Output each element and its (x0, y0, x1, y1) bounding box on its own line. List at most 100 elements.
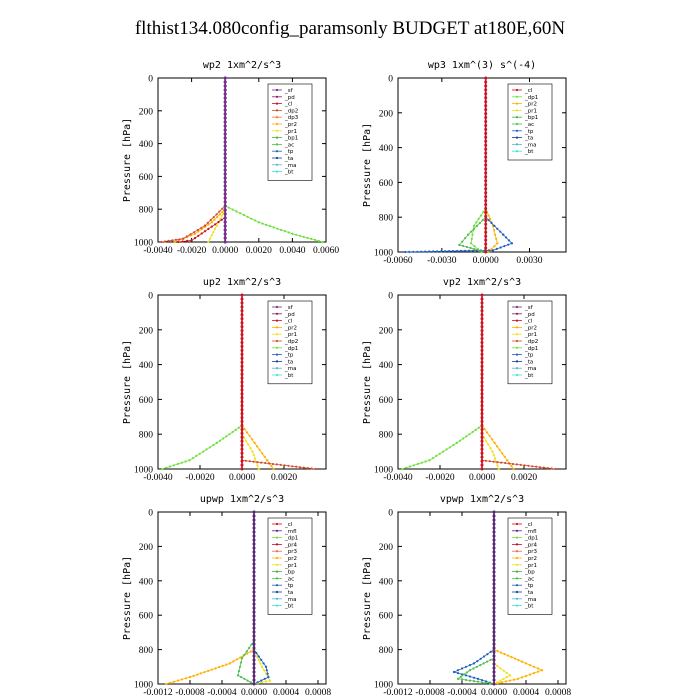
legend-label: _pr2 (524, 556, 537, 562)
series-point-_pr1 (497, 467, 500, 471)
series-point-_mfl (492, 514, 496, 518)
series-point-_pr1 (209, 237, 212, 240)
series-point-_cl (480, 301, 484, 305)
series-point-_dp2 (248, 460, 251, 463)
series-point-_dp1 (470, 237, 473, 240)
legend-label: _cl (524, 88, 533, 94)
legend: _cl_mfl_dp1_pr4_pr3_pr2_pr1_bp_ac_tp_ta_… (267, 517, 313, 615)
series-point-_cl (484, 211, 488, 214)
legend-marker (275, 563, 279, 566)
series-point-_mfl (252, 618, 256, 622)
series-point-_mfl (492, 590, 496, 594)
series-point-_dp2 (252, 460, 255, 463)
series-point-_sf (223, 88, 227, 92)
legend-marker (275, 129, 279, 132)
series-point-_pr2 (225, 663, 228, 666)
legend-marker (275, 522, 279, 526)
series-point-_tp (408, 250, 411, 253)
series-point-_ac (479, 664, 482, 667)
series-point-_pr2 (192, 674, 195, 678)
legend-marker (515, 529, 519, 532)
series-point-_ac (480, 249, 483, 253)
series-point-_sf (223, 228, 227, 232)
series-point-_tp (460, 667, 464, 670)
series-point-_dp1 (435, 454, 438, 457)
series-point-_mfl (252, 610, 256, 614)
series-point-_dp2 (174, 238, 177, 241)
legend-marker (515, 102, 519, 105)
legend-label: _tp (524, 129, 534, 135)
series-point-_tp (499, 246, 502, 249)
series-point-_dp2 (260, 461, 263, 464)
series-point-_dp1 (191, 457, 194, 460)
series-point-_mfl (492, 606, 496, 610)
series-point-_dp2 (203, 224, 207, 227)
legend-marker (515, 367, 519, 370)
series-point-_ac (243, 653, 246, 656)
series-point-_tp (404, 250, 407, 254)
legend-marker (515, 373, 519, 377)
series-point-_pr2 (168, 681, 172, 685)
legend-marker (275, 570, 279, 573)
series-point-_mfl (252, 662, 256, 666)
series-point-_mfl (252, 534, 256, 538)
series-point-_cl (484, 143, 488, 147)
series-point-_dp1 (283, 230, 286, 233)
x-tick-label: -0.0040 (383, 473, 413, 483)
series-point-_dp2 (218, 210, 221, 213)
series-point-_tp (489, 650, 492, 654)
series-point-_pr1 (214, 227, 217, 230)
series-point-_cl (484, 147, 488, 151)
series-point-_pr2 (258, 448, 261, 451)
series-point-_pr2 (213, 218, 216, 221)
series-point-_mfl (252, 598, 256, 602)
series-point-_dp2 (215, 213, 218, 216)
legend-marker (275, 597, 279, 600)
legend-marker (275, 556, 279, 560)
series-point-_mfl (492, 650, 496, 654)
series-point-_pr1 (259, 662, 262, 665)
series-point-_pr1 (252, 454, 255, 457)
series-point-_cl (480, 408, 484, 412)
series-point-_ac (236, 674, 240, 677)
legend-marker (275, 116, 279, 119)
series-point-_pr2 (503, 455, 506, 458)
series-point-_tp (507, 243, 510, 246)
series-point-_mfl (252, 578, 256, 582)
series-point-_cl (484, 226, 488, 230)
series-point-_sf (223, 140, 227, 144)
series-point-_sf (223, 176, 227, 180)
series-point-_cl (480, 325, 484, 329)
series-point-_dp2 (542, 466, 546, 469)
series-point-_ac (248, 646, 251, 650)
series-point-_ac (456, 677, 460, 680)
legend-marker (275, 360, 279, 363)
series-point-_cl (484, 246, 488, 250)
legend-marker (515, 353, 519, 356)
series-point-_mfl (492, 538, 496, 542)
series-point-_mfl (252, 526, 256, 530)
series-point-_dp1 (165, 466, 168, 469)
series-point-_ac (246, 679, 249, 682)
legend-label: _ta (524, 359, 533, 365)
x-tick-label: 0.0004 (273, 688, 299, 698)
series-point-_dp1 (472, 224, 476, 227)
series-point-_ac (469, 246, 472, 250)
legend: _cl_mfl_dp1_pr4_pr3_pr2_pr1_bp_ac_tp_ta_… (507, 517, 553, 615)
series-point-_dp1 (195, 454, 198, 457)
series-point-_cl (240, 447, 244, 451)
series-point-_dp2 (206, 221, 209, 224)
legend-marker (275, 604, 279, 607)
y-tick-label: 600 (379, 179, 394, 189)
series-point-_cl (480, 297, 484, 301)
series-point-_pr2 (528, 664, 532, 667)
series-point-_cl (480, 329, 484, 333)
series-point-_mfl (492, 558, 496, 562)
y-tick-label: 600 (139, 612, 154, 622)
series-point-_pr2 (536, 667, 540, 670)
series-point-_cl (210, 225, 213, 228)
series-point-_mfl (492, 638, 496, 642)
series-point-_sf (223, 156, 227, 160)
series-point-_dp2 (189, 233, 192, 236)
legend-label: _bt (284, 373, 294, 379)
